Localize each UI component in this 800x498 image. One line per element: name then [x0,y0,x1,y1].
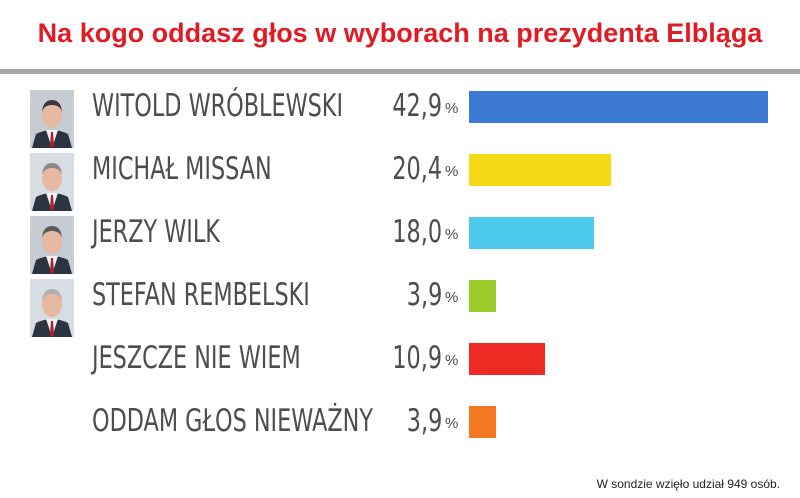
chart-title: Na kogo oddasz głos w wyborach na prezyd… [37,18,763,48]
footnote: W sondzie wzięło udział 949 osób. [596,477,780,491]
unit-label: % [445,289,459,306]
chart-row: WITOLD WRÓBLEWSKI 42,9% [0,76,800,148]
chart-row: STEFAN REMBELSKI 3,9% [0,265,800,337]
chart-row: JESZCZE NIE WIEM 10,9% [0,328,800,390]
bar [469,217,594,249]
bar [469,343,545,375]
data-label: 18,0 [392,214,442,250]
portrait-icon [30,153,74,211]
chart-row: ODDAM GŁOS NIEWAŻNY 3,9% [0,391,800,453]
chart-row: JERZY WILK 18,0% [0,202,800,274]
data-label: 3,9 [406,277,442,313]
unit-label: % [445,226,459,243]
unit-label: % [445,163,459,180]
category-label: WITOLD WRÓBLEWSKI [92,88,344,124]
category-label: MICHAŁ MISSAN [92,151,272,187]
unit-label: % [445,415,459,432]
data-label: 10,9 [392,340,442,376]
unit-label: % [445,100,459,117]
category-label: ODDAM GŁOS NIEWAŻNY [92,403,373,439]
category-label: JERZY WILK [92,214,220,250]
category-label: JESZCZE NIE WIEM [92,340,301,376]
bar [469,280,496,312]
bar [469,154,611,186]
bar [469,91,768,123]
unit-label: % [445,352,459,369]
portrait-icon [30,90,74,148]
data-label: 42,9 [392,88,442,124]
data-label: 20,4 [392,151,442,187]
title-divider [0,69,800,74]
portrait-icon [30,279,74,337]
portrait-icon [30,216,74,274]
bar [469,406,496,438]
data-label: 3,9 [406,403,442,439]
chart-row: MICHAŁ MISSAN 20,4% [0,139,800,211]
category-label: STEFAN REMBELSKI [92,277,310,313]
